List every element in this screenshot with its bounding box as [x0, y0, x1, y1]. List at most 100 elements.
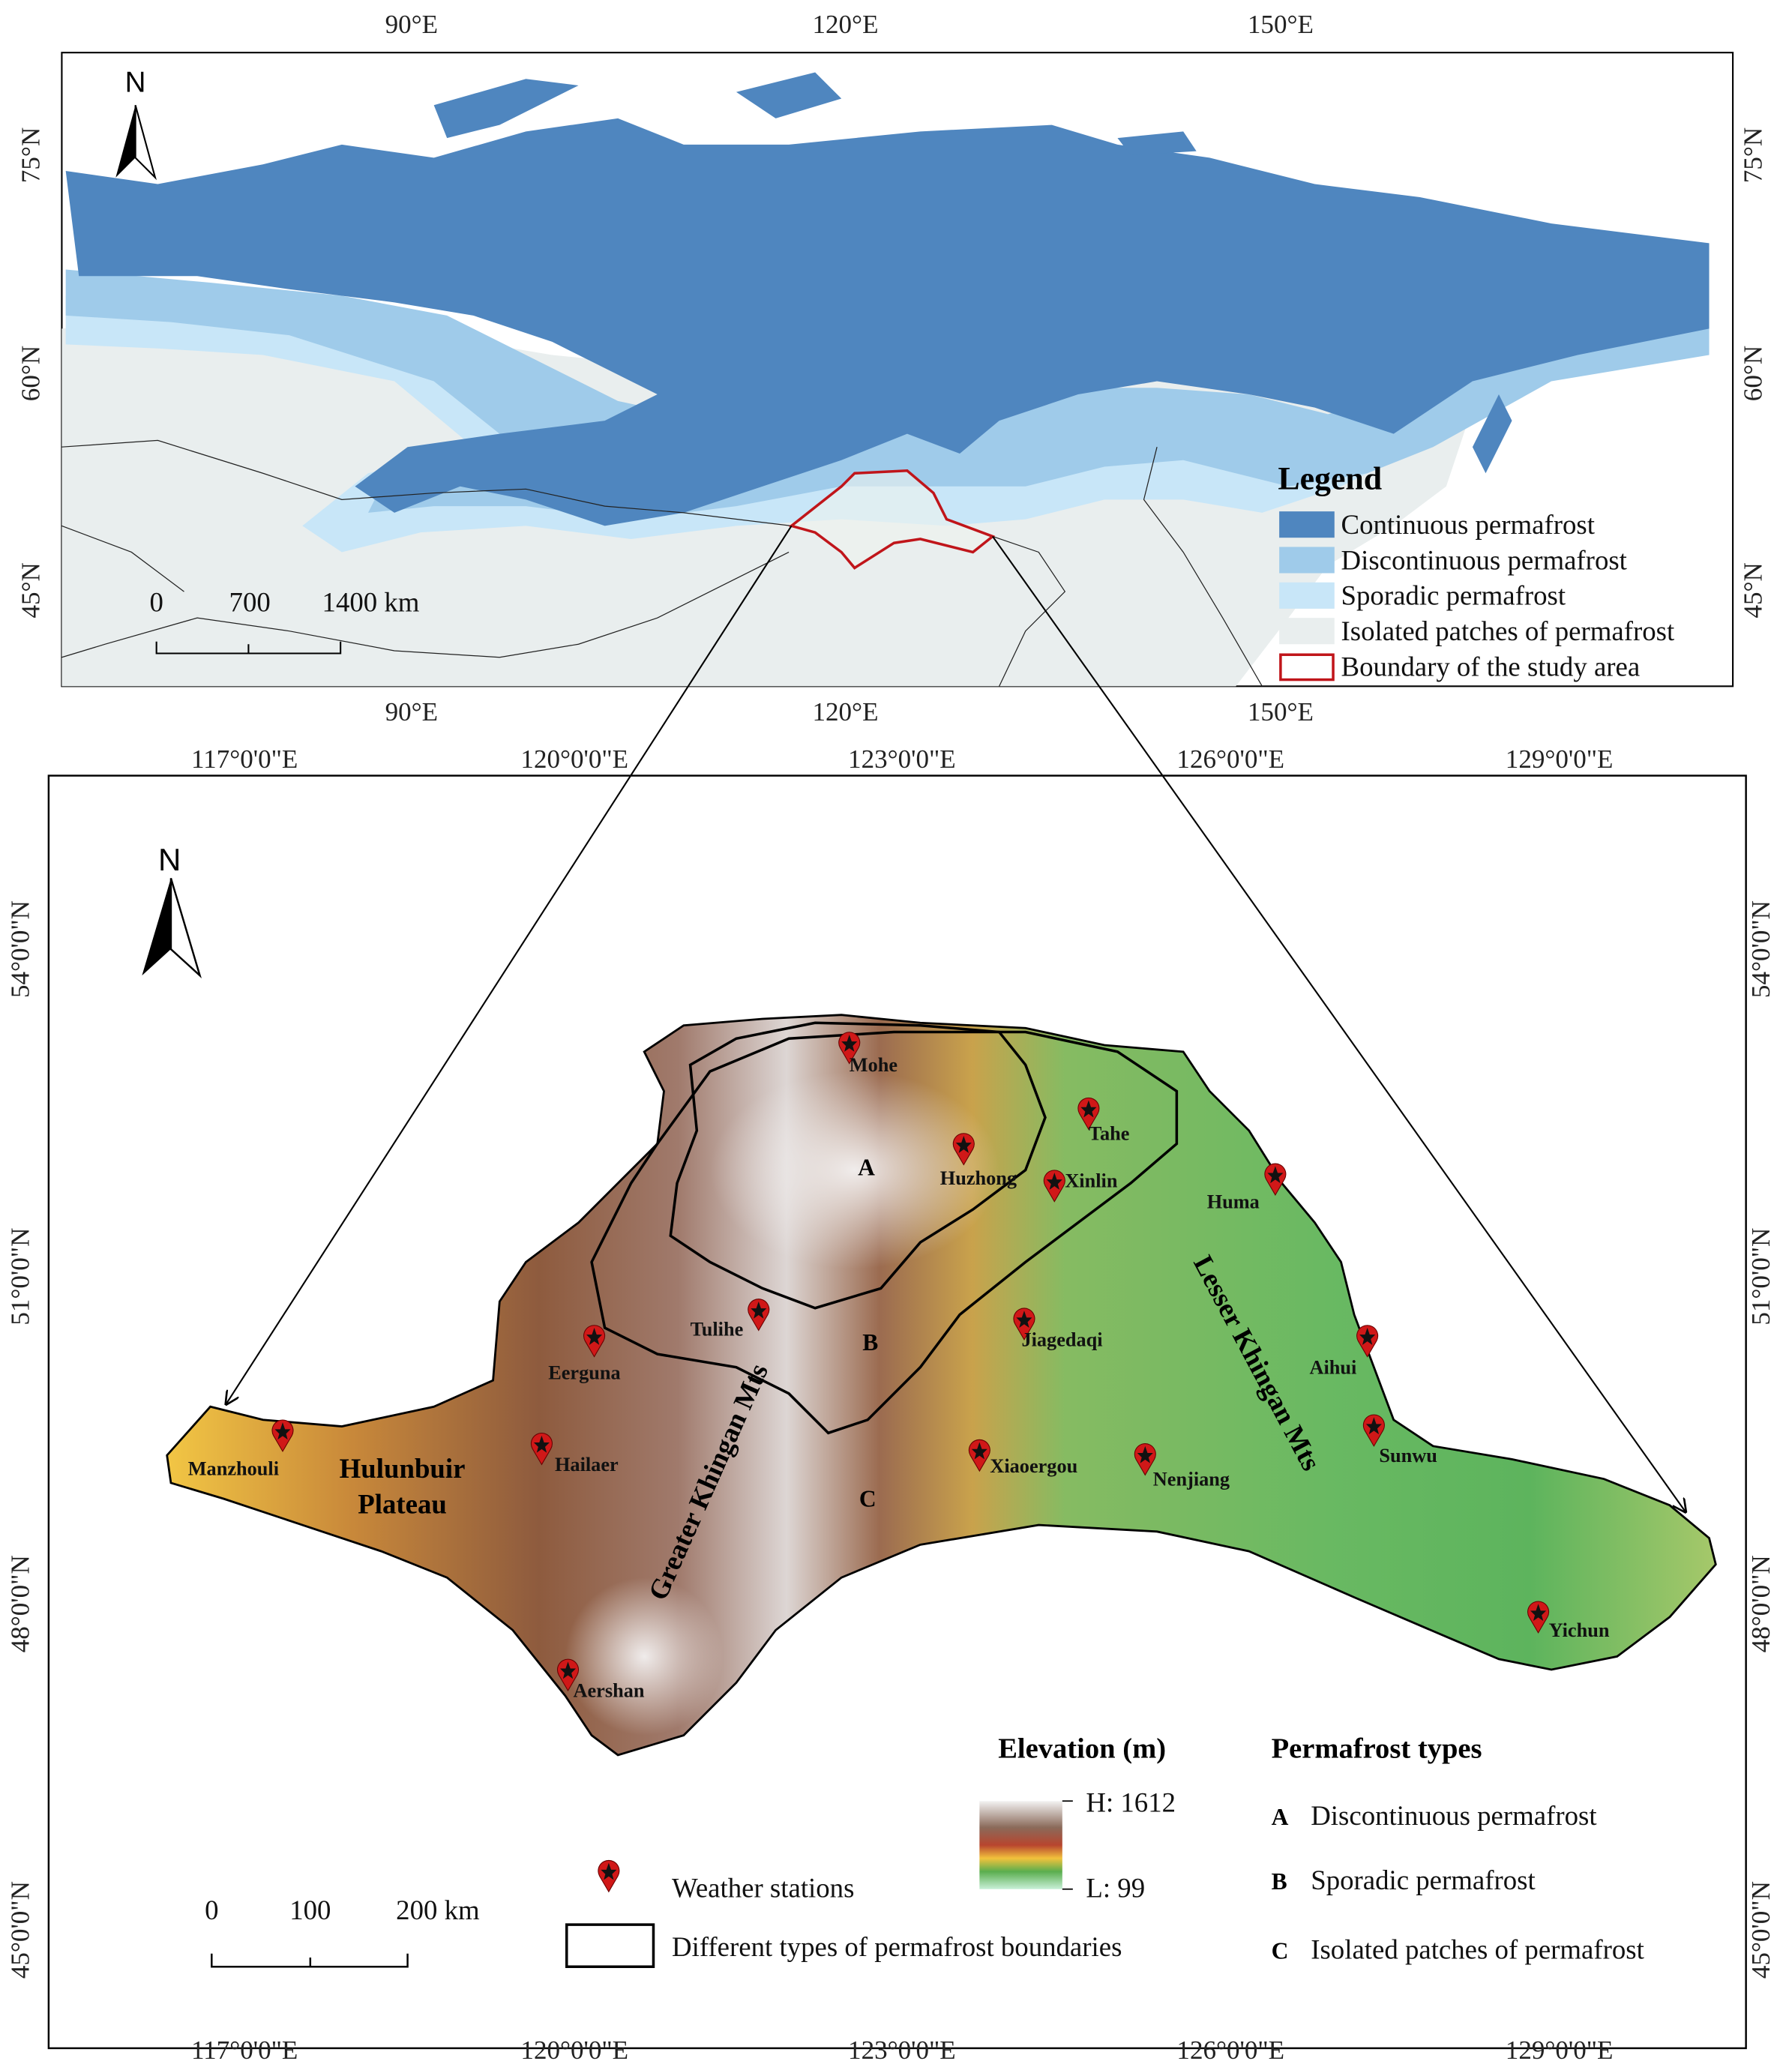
lat-label: 48°0'0"N — [1746, 1555, 1776, 1652]
elevation-ramp — [979, 1801, 1062, 1889]
station-marker — [952, 1133, 975, 1166]
station-marker — [530, 1433, 553, 1466]
zone-b-boundary — [590, 1030, 1179, 1435]
lat-label: 45°0'0"N — [1746, 1881, 1776, 1979]
station-marker — [1264, 1163, 1287, 1196]
lon-label: 120°E — [812, 697, 878, 726]
scale-bar: 0 700 1400 km — [149, 586, 420, 655]
scale-label: 0 — [205, 1895, 218, 1925]
station-marker — [1134, 1443, 1156, 1476]
lat-label: 48°0'0"N — [6, 1555, 35, 1652]
region-label: Hulunbuir — [340, 1453, 466, 1484]
scale-label: 100 — [289, 1895, 331, 1925]
zoom-arrow — [226, 525, 793, 1403]
pin-star — [955, 1136, 972, 1153]
lon-label: 90°E — [385, 10, 438, 39]
lon-label: 90°E — [385, 697, 438, 726]
legend-label: Continuous permafrost — [1341, 509, 1596, 540]
lat-label: 45°N — [1739, 562, 1768, 618]
zone-label: C — [859, 1486, 877, 1512]
pin-star — [1359, 1328, 1376, 1345]
overview-map: N 0 700 1400 km Legend Continuous permaf… — [61, 52, 1734, 688]
lon-label: 150°E — [1248, 10, 1314, 39]
scale-bar: 0 100 200 km — [205, 1895, 480, 1968]
zone-a-boundary — [669, 1021, 1047, 1310]
pin-star — [601, 1862, 617, 1880]
lon-label: 120°E — [812, 10, 878, 39]
pin-star — [1016, 1311, 1032, 1329]
station-label: Huma — [1207, 1191, 1260, 1212]
station-marker — [1527, 1601, 1550, 1634]
legend-title: Legend — [1278, 460, 1382, 496]
pin-star — [274, 1422, 291, 1440]
pin-star — [1365, 1417, 1382, 1435]
station-marker — [1356, 1325, 1379, 1358]
lon-label: 117°0'0"E — [191, 744, 298, 774]
legend-label: Weather stations — [672, 1872, 854, 1903]
lat-label: 51°0'0"N — [6, 1228, 35, 1326]
north-arrow-right — [169, 877, 202, 978]
lon-label: 120°0'0"E — [520, 744, 628, 774]
zoom-arrow — [992, 535, 1686, 1511]
lat-label: 54°0'0"N — [1746, 900, 1776, 998]
lat-label: 75°N — [1739, 127, 1768, 183]
pin-star — [971, 1442, 987, 1460]
legend-swatch — [1279, 582, 1335, 609]
ramp-ticks — [1062, 1800, 1073, 1890]
pin-star — [751, 1301, 767, 1319]
graticule-labels: 90°E 90°E 120°E 120°E 150°E 150°E 75°N 75°N 60°N… — [6, 10, 1776, 2064]
pin-star — [1530, 1604, 1547, 1622]
station-label: Manzhouli — [188, 1457, 279, 1479]
types-legend: Permafrost types A Discontinuous permafr… — [1272, 1733, 1645, 1964]
station-label: Tulihe — [691, 1319, 744, 1341]
legend-swatch — [1279, 653, 1335, 682]
station-label: Eerguna — [548, 1362, 620, 1383]
station-label: Xinlin — [1065, 1170, 1118, 1191]
station-label: Huzhong — [940, 1167, 1017, 1189]
station-marker — [556, 1658, 580, 1692]
lon-label: 120°0'0"E — [520, 2036, 628, 2064]
lon-label: 150°E — [1248, 697, 1314, 726]
station-marker — [271, 1419, 294, 1452]
station-label: Aershan — [574, 1680, 645, 1702]
north-label: N — [125, 67, 146, 99]
stations: Mohe Tahe Huzhong Xinlin Huma Tulihe Jiagedaqi… — [188, 1032, 1610, 1702]
legend-swatch — [1279, 618, 1335, 645]
north-label: N — [158, 842, 181, 877]
legend-title: Elevation (m) — [998, 1733, 1166, 1764]
elevation-high: H: 1612 — [1086, 1787, 1176, 1817]
lon-label: 126°0'0"E — [1176, 2036, 1284, 2064]
type-label: Discontinuous permafrost — [1311, 1800, 1597, 1831]
type-letter: C — [1272, 1938, 1289, 1964]
lon-label: 123°0'0"E — [848, 2036, 956, 2064]
legend-title: Permafrost types — [1272, 1733, 1482, 1764]
type-label: Isolated patches of permafrost — [1311, 1934, 1644, 1965]
continuous-zone — [65, 118, 1710, 526]
station-label: Yichun — [1549, 1619, 1610, 1641]
pin-star — [1080, 1100, 1097, 1118]
scale-label: 0 — [149, 586, 163, 617]
legend-label: Discontinuous permafrost — [1341, 544, 1628, 575]
station-marker — [583, 1325, 606, 1358]
study-area-outline — [788, 469, 996, 570]
scale-line — [155, 641, 342, 655]
scale-line — [211, 1953, 409, 1968]
station-marker — [1043, 1170, 1065, 1203]
station-label: Sunwu — [1379, 1445, 1437, 1466]
legend-swatch — [1279, 547, 1335, 574]
station-label: Nenjiang — [1153, 1468, 1230, 1490]
lon-label: 117°0'0"E — [191, 2036, 298, 2064]
type-label: Sporadic permafrost — [1311, 1865, 1536, 1895]
legend-label: Isolated patches of permafrost — [1341, 616, 1675, 646]
scale-label: 200 km — [396, 1895, 480, 1925]
pin-star — [1046, 1173, 1062, 1190]
station-label: Tahe — [1089, 1122, 1130, 1144]
legend-label: Sporadic permafrost — [1341, 580, 1566, 611]
detail-map: A B C Hulunbuir Plateau Greater Khingan … — [47, 774, 1747, 2050]
legend-station-marker — [598, 1859, 620, 1893]
legend: Legend Continuous permafrost Discontinuo… — [1278, 460, 1675, 682]
station-label: Xiaoergou — [990, 1455, 1077, 1477]
lat-label: 75°N — [16, 127, 46, 183]
